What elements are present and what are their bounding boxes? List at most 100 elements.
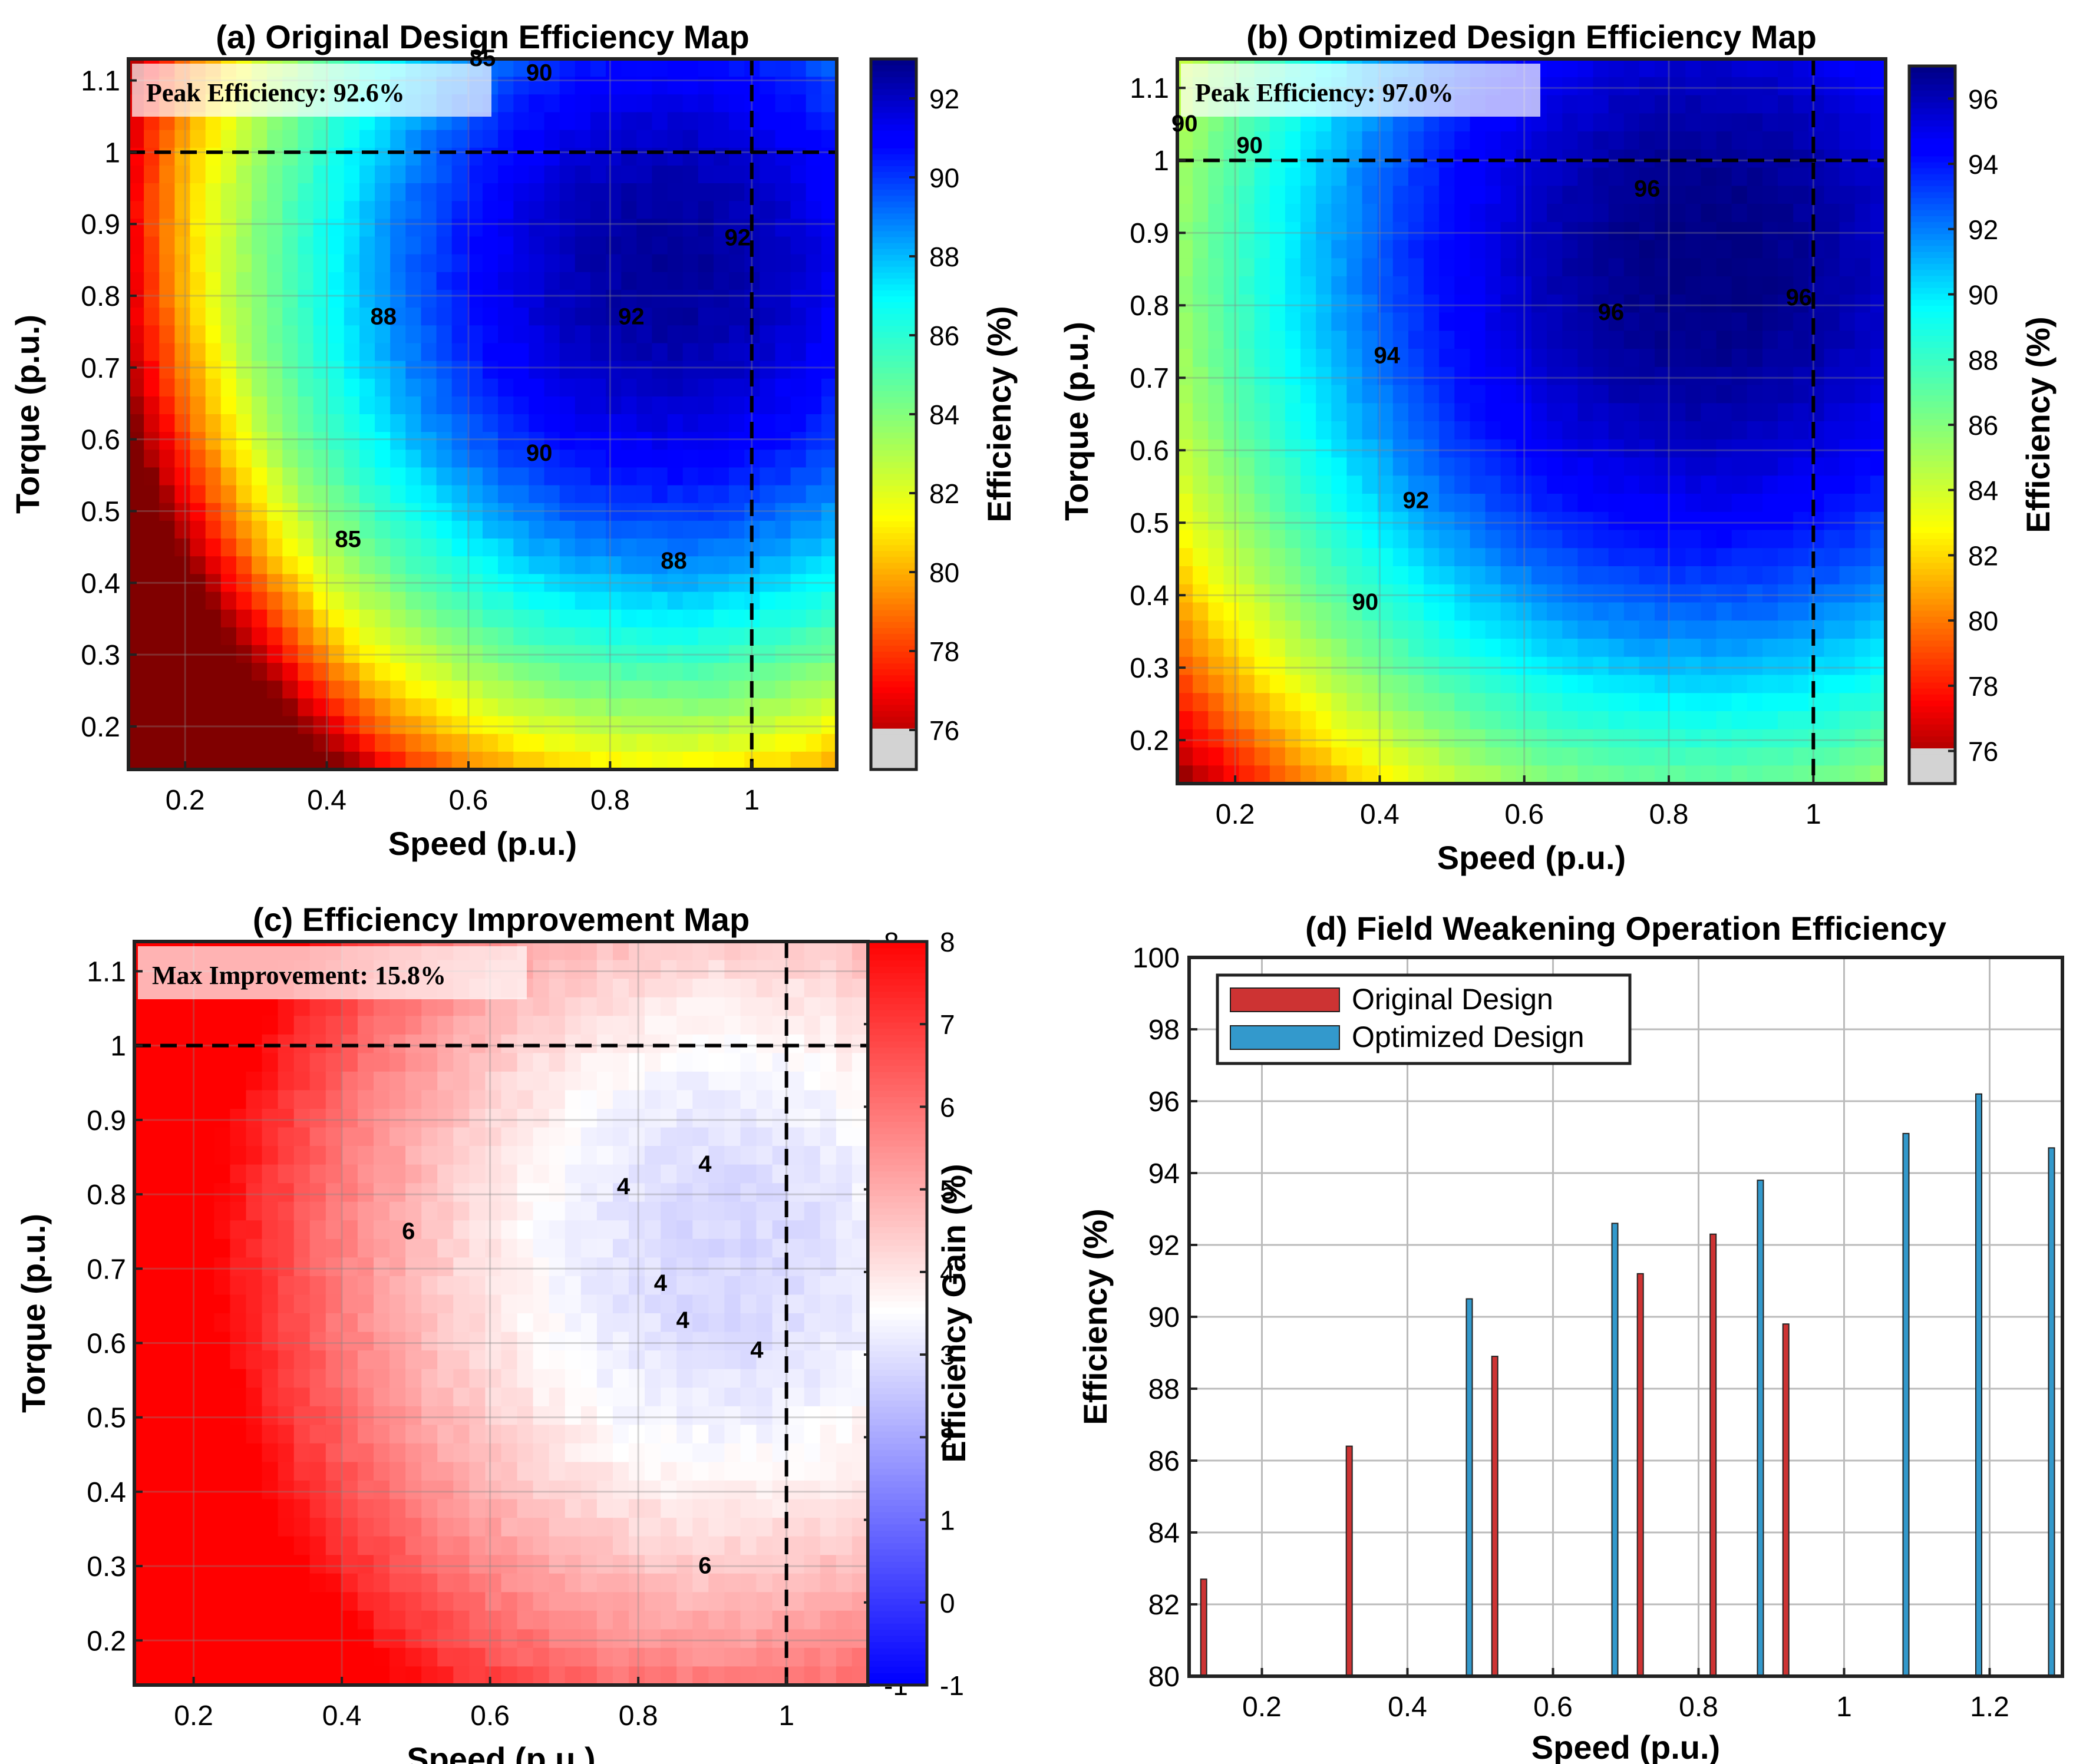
heat-cell <box>1285 729 1301 748</box>
heat-cell <box>1223 530 1240 549</box>
heat-cell <box>220 592 237 610</box>
heat-cell <box>483 325 499 344</box>
heat-cell <box>166 1666 183 1685</box>
heat-cell <box>729 343 745 362</box>
heat-cell <box>469 1071 486 1091</box>
heat-cell <box>1193 421 1209 440</box>
heat-cell <box>1854 421 1871 440</box>
heat-cell <box>405 414 422 433</box>
heat-cell <box>205 254 222 273</box>
heat-cell <box>682 343 699 362</box>
heat-cell <box>790 716 807 735</box>
heat-cell <box>344 201 360 220</box>
heat-cell <box>1408 204 1425 223</box>
heat-cell <box>198 1443 215 1463</box>
heat-cell <box>1239 312 1255 332</box>
heat-cell <box>1808 656 1825 676</box>
heat-cell <box>220 467 237 486</box>
heat-cell <box>1392 258 1409 278</box>
heat-cell <box>1254 131 1270 150</box>
heat-cell <box>357 1425 374 1444</box>
heat-cell <box>1685 584 1702 603</box>
heat-cell <box>1670 693 1686 712</box>
heat-cell <box>714 94 730 113</box>
heat-cell <box>1562 366 1579 386</box>
heat-cell <box>775 112 791 131</box>
heat-cell <box>790 734 807 752</box>
heat-cell <box>246 1127 263 1147</box>
heat-cell <box>760 165 776 184</box>
heat-cell <box>309 1220 326 1240</box>
heat-cell <box>328 716 345 735</box>
heat-cell <box>1593 511 1609 531</box>
heat-cell <box>166 1313 183 1333</box>
heat-cell <box>328 645 345 663</box>
colorbar-segment <box>871 698 916 705</box>
heat-cell <box>214 1090 231 1109</box>
heat-cell <box>1177 186 1194 205</box>
heat-cell <box>1562 258 1579 278</box>
heat-cell <box>313 325 329 344</box>
colorbar-segment <box>1909 353 1955 360</box>
heat-cell <box>1531 258 1548 278</box>
heat-cell <box>636 361 653 379</box>
heat-cell <box>198 1406 215 1426</box>
heat-cell <box>1778 457 1794 477</box>
heat-cell <box>298 343 314 362</box>
heat-cell <box>1331 602 1348 622</box>
colorbar-segment <box>871 302 916 309</box>
heat-cell <box>236 396 252 415</box>
heat-cell <box>144 361 160 379</box>
heat-cell <box>1731 656 1748 676</box>
heat-cell <box>325 1666 342 1685</box>
heat-cell <box>1500 439 1517 458</box>
heat-cell <box>1547 131 1563 150</box>
heat-cell <box>182 1090 199 1109</box>
heat-cell <box>821 343 837 362</box>
heat-cell <box>166 1499 183 1518</box>
heat-cell <box>775 539 791 557</box>
colorbar-segment <box>1909 359 1955 366</box>
heat-cell <box>1362 204 1378 223</box>
heat-cell <box>529 663 545 682</box>
heat-cell <box>390 609 407 628</box>
heat-cell <box>729 289 745 308</box>
heat-cell <box>220 219 237 237</box>
heat-cell <box>1439 331 1455 350</box>
heat-cell <box>293 1462 311 1481</box>
heat-cell <box>267 503 283 521</box>
heat-cell <box>1346 240 1363 259</box>
heat-cell <box>182 1610 199 1630</box>
heat-cell <box>1762 167 1779 187</box>
heat-cell <box>341 1592 358 1611</box>
heat-cell <box>1839 294 1856 313</box>
heat-cell <box>1870 620 1886 640</box>
heat-cell <box>246 1183 263 1203</box>
heat-cell <box>405 1388 422 1407</box>
heat-cell <box>1223 602 1240 622</box>
heat-cell <box>357 1629 374 1649</box>
heat-cell <box>1854 258 1871 278</box>
heat-cell <box>1239 602 1255 622</box>
heat-cell <box>621 556 638 575</box>
heat-cell <box>437 1053 454 1072</box>
colorbar-segment <box>1909 688 1955 695</box>
heat-cell <box>1362 331 1378 350</box>
heat-cell <box>775 751 791 769</box>
heat-cell <box>821 183 837 202</box>
heat-cell <box>1239 747 1255 767</box>
heat-cell <box>1500 475 1517 495</box>
heat-cell <box>529 503 545 521</box>
colorbar-segment <box>871 479 916 486</box>
heat-cell <box>1655 222 1671 241</box>
heat-cell <box>636 681 653 699</box>
heat-cell <box>453 1499 470 1518</box>
heat-cell <box>1762 421 1779 440</box>
heat-cell <box>293 1369 311 1389</box>
heat-cell <box>559 183 576 202</box>
heat-cell <box>405 1053 422 1072</box>
heat-cell <box>1701 584 1717 603</box>
heat-cell <box>341 1666 358 1685</box>
heat-cell <box>328 432 345 451</box>
heat-cell <box>529 450 545 468</box>
